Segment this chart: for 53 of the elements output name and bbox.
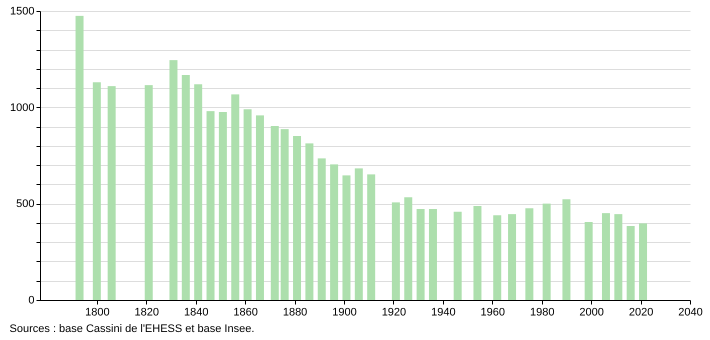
bar bbox=[194, 84, 202, 300]
bar bbox=[244, 109, 252, 300]
bar bbox=[454, 212, 462, 300]
bar bbox=[602, 213, 610, 300]
bar bbox=[367, 174, 376, 300]
bar bbox=[231, 94, 240, 300]
bar bbox=[639, 223, 648, 300]
bar bbox=[206, 111, 215, 300]
x-tick-label: 1820 bbox=[134, 306, 160, 318]
bar bbox=[305, 143, 314, 300]
bar bbox=[416, 209, 425, 300]
bar bbox=[473, 206, 482, 300]
bar bbox=[92, 82, 101, 300]
x-tick-label: 1920 bbox=[382, 306, 406, 318]
source-note: Sources : base Cassini de l'EHESS et base Insee. bbox=[10, 323, 254, 335]
bar bbox=[508, 214, 516, 300]
bar bbox=[428, 209, 437, 300]
bar bbox=[318, 158, 326, 300]
x-tick-label: 1900 bbox=[332, 306, 357, 318]
bar bbox=[169, 60, 178, 300]
bar bbox=[614, 214, 622, 300]
bar bbox=[256, 115, 264, 300]
bar bbox=[354, 168, 363, 300]
x-tick-label: 2020 bbox=[628, 306, 654, 318]
x-tick-label: 1960 bbox=[480, 306, 506, 318]
bar bbox=[108, 86, 116, 300]
y-tick-label: 1000 bbox=[10, 102, 34, 114]
bar bbox=[626, 226, 635, 300]
bar bbox=[144, 85, 153, 300]
x-tick-label: 1880 bbox=[282, 306, 308, 318]
x-tick-label: 2040 bbox=[678, 306, 703, 318]
x-tick-label: 2000 bbox=[579, 306, 604, 318]
bar bbox=[542, 204, 551, 300]
y-tick-label: 0 bbox=[28, 294, 34, 306]
bar bbox=[404, 197, 412, 300]
y-tick-label: 500 bbox=[16, 198, 34, 210]
y-tick-label: 1500 bbox=[10, 6, 34, 18]
x-tick-label: 1860 bbox=[233, 306, 258, 318]
bar bbox=[218, 112, 227, 300]
bar bbox=[493, 215, 502, 300]
bar bbox=[562, 199, 570, 300]
bar bbox=[525, 208, 534, 300]
bar bbox=[342, 175, 350, 300]
bar bbox=[182, 74, 190, 300]
bar bbox=[293, 136, 302, 300]
x-tick-label: 1840 bbox=[184, 306, 208, 318]
bar bbox=[76, 16, 84, 300]
bar bbox=[584, 222, 593, 300]
x-tick-label: 1940 bbox=[431, 306, 456, 318]
bar bbox=[330, 164, 338, 300]
x-tick-label: 1980 bbox=[530, 306, 554, 318]
x-tick-label: 1800 bbox=[85, 306, 110, 318]
bar bbox=[392, 202, 400, 300]
